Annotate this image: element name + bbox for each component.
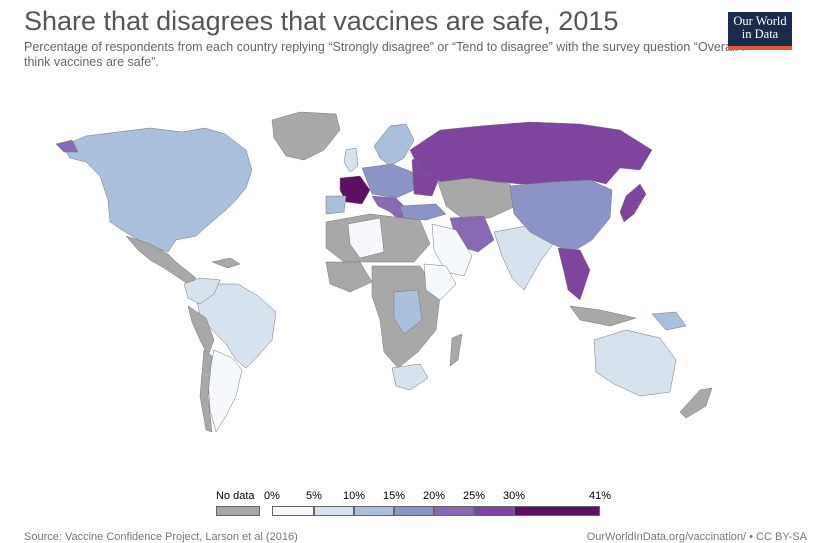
- region-new-zealand: [679, 387, 713, 419]
- region-central-europe: [361, 163, 415, 199]
- region-caribbean: [211, 257, 241, 269]
- map-legend: No data 0% 5% 10% 15% 20% 25% 30% 41%: [210, 490, 620, 520]
- legend-tick-label: 41%: [588, 490, 612, 502]
- owid-logo[interactable]: Our World in Data: [728, 12, 792, 50]
- region-papua: [651, 311, 687, 331]
- region-south-africa: [391, 363, 429, 391]
- credit-note[interactable]: OurWorldInData.org/vaccination/ • CC BY-…: [586, 531, 807, 543]
- region-central-asia: [437, 177, 517, 219]
- legend-tick-label: 0%: [264, 490, 280, 502]
- logo-line-1: Our World: [733, 14, 787, 28]
- region-japan: [619, 183, 647, 223]
- region-iberia: [325, 195, 347, 215]
- region-china: [509, 179, 613, 253]
- legend-tick-label: 25%: [462, 490, 486, 502]
- region-southeast-asia: [557, 247, 591, 301]
- region-madagascar: [449, 333, 463, 367]
- source-note[interactable]: Source: Vaccine Confidence Project, Lars…: [24, 531, 298, 543]
- legend-swatch-1: [314, 506, 354, 516]
- region-north-america: [61, 127, 253, 253]
- region-west-africa: [325, 261, 373, 293]
- legend-tick-label: 10%: [342, 490, 366, 502]
- region-east-africa: [423, 263, 457, 301]
- region-alaska: [55, 139, 79, 153]
- region-indonesia: [569, 305, 637, 327]
- legend-no-data-label: No data: [216, 490, 255, 502]
- legend-no-data-swatch: [216, 506, 260, 516]
- legend-tick-label: 15%: [382, 490, 406, 502]
- region-turkey: [399, 203, 447, 221]
- region-chile: [199, 349, 213, 433]
- region-colombia-venezuela: [183, 277, 221, 305]
- legend-swatch-0: [272, 506, 314, 516]
- region-france: [339, 175, 371, 205]
- legend-swatch-3: [394, 506, 434, 516]
- region-scandinavia: [373, 123, 415, 167]
- region-arabia: [431, 223, 473, 277]
- region-greenland: [271, 111, 341, 161]
- legend-swatch-2: [354, 506, 394, 516]
- logo-line-2: in Data: [741, 27, 779, 41]
- chart-title: Share that disagrees that vaccines are s…: [24, 6, 619, 36]
- region-russia: [409, 121, 653, 187]
- chart-subtitle: Percentage of respondents from each coun…: [24, 40, 745, 69]
- region-drc: [393, 289, 423, 335]
- legend-tick-label: 5%: [306, 490, 322, 502]
- legend-swatch-6: [514, 506, 600, 516]
- region-algeria: [347, 217, 385, 259]
- world-map: [55, 111, 713, 433]
- region-brazil: [195, 283, 277, 369]
- legend-tick-label: 30%: [502, 490, 526, 502]
- region-australia: [593, 329, 677, 397]
- legend-swatch-5: [474, 506, 514, 516]
- region-uk: [343, 147, 359, 173]
- region-argentina: [207, 349, 243, 433]
- legend-tick-label: 20%: [422, 490, 446, 502]
- logo-accent-bar: [728, 46, 792, 50]
- legend-swatch-4: [434, 506, 474, 516]
